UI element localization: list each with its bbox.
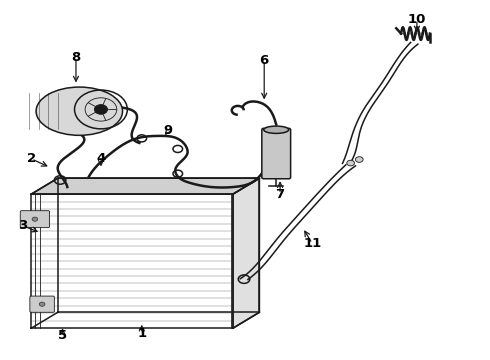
Polygon shape xyxy=(233,178,259,328)
Circle shape xyxy=(95,105,107,114)
FancyBboxPatch shape xyxy=(20,211,49,228)
Text: 4: 4 xyxy=(97,152,105,165)
Text: 6: 6 xyxy=(260,54,269,67)
Text: 2: 2 xyxy=(27,152,36,165)
Circle shape xyxy=(39,302,45,306)
Text: 5: 5 xyxy=(58,329,67,342)
Ellipse shape xyxy=(36,87,122,135)
FancyBboxPatch shape xyxy=(30,296,54,312)
Text: 1: 1 xyxy=(137,327,147,340)
Text: 10: 10 xyxy=(408,13,426,26)
Text: 9: 9 xyxy=(164,124,173,137)
Circle shape xyxy=(355,157,363,162)
Text: 7: 7 xyxy=(275,188,285,201)
Polygon shape xyxy=(31,178,259,194)
Text: 3: 3 xyxy=(19,219,28,232)
FancyBboxPatch shape xyxy=(262,128,291,179)
Ellipse shape xyxy=(264,126,289,134)
Circle shape xyxy=(347,160,354,166)
Text: 11: 11 xyxy=(303,237,321,250)
Text: 8: 8 xyxy=(72,51,80,64)
Circle shape xyxy=(32,217,38,221)
